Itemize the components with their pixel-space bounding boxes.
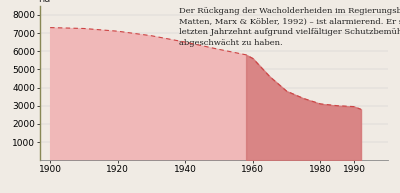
Text: ha: ha xyxy=(38,0,50,4)
Text: Der Rückgang der Wacholderheiden im Regierungsbezirk Stuttgart (nach
Matten, Mar: Der Rückgang der Wacholderheiden im Regi… xyxy=(179,7,400,47)
